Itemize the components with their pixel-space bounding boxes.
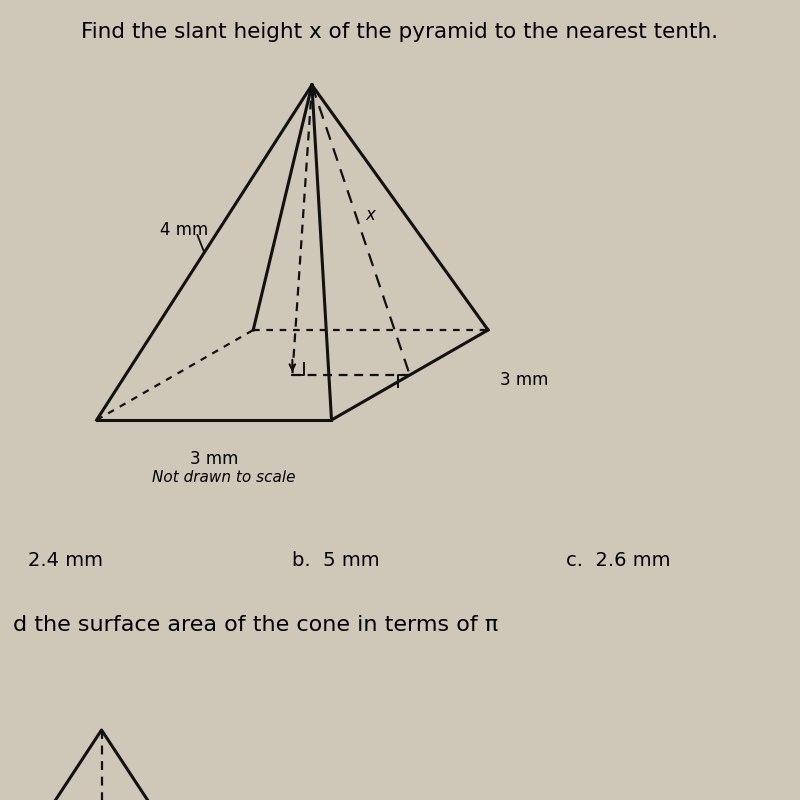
Text: Find the slant height x of the pyramid to the nearest tenth.: Find the slant height x of the pyramid t… xyxy=(82,22,718,42)
Text: 3 mm: 3 mm xyxy=(500,371,548,389)
Text: Not drawn to scale: Not drawn to scale xyxy=(152,470,296,485)
Text: 2.4 mm: 2.4 mm xyxy=(28,550,103,570)
Text: x: x xyxy=(366,206,376,225)
Text: 3 mm: 3 mm xyxy=(190,450,238,468)
Text: 4 mm: 4 mm xyxy=(160,221,209,239)
Text: c.  2.6 mm: c. 2.6 mm xyxy=(566,550,671,570)
Text: d the surface area of the cone in terms of π: d the surface area of the cone in terms … xyxy=(14,615,498,635)
Text: b.  5 mm: b. 5 mm xyxy=(292,550,380,570)
